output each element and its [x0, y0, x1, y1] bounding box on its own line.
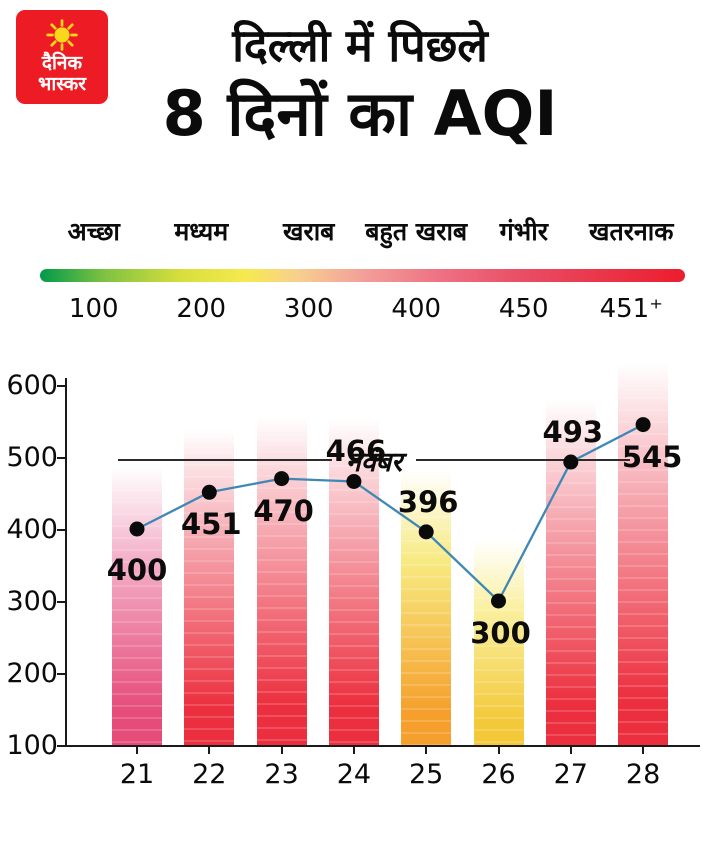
aqi-threshold-value: 450: [498, 294, 549, 324]
aqi-category-label: खतरनाक: [589, 217, 674, 246]
x-tick-label: 27: [553, 759, 588, 790]
aqi-trend-chart: 600 500 400 300 200 100 21 22 23 24 25 26 27 28 400 451…: [0, 362, 720, 867]
aqi-gradient-bar: [40, 269, 685, 282]
data-point-value-label: 396: [397, 484, 459, 519]
x-tick-mark: [642, 747, 645, 754]
aqi-line-series: [129, 417, 651, 609]
y-tick-label: 500: [6, 442, 58, 473]
x-axis-title-rule-right: [416, 459, 630, 461]
y-tick-mark: [57, 673, 66, 675]
x-tick-mark: [569, 747, 572, 754]
x-tick-label: 21: [119, 759, 155, 790]
aqi-threshold-value: 451⁺: [599, 294, 663, 324]
data-point-dot: [129, 521, 145, 537]
x-tick-mark: [208, 747, 211, 754]
brand-name-line1: दैनिक: [41, 52, 83, 75]
x-tick-mark: [497, 747, 500, 754]
y-tick-label: 400: [6, 514, 58, 545]
x-tick-label: 25: [409, 759, 444, 790]
aqi-bar: [401, 469, 452, 745]
x-tick-label: 24: [336, 759, 372, 790]
aqi-threshold-value: 300: [283, 294, 334, 324]
y-tick-label: 300: [6, 586, 58, 617]
aqi-scale-legend: अच्छा मध्यम खराब बहुत खराब गंभीर खतरनाक 100 20…: [40, 214, 685, 324]
aqi-category-label: गंभीर: [499, 217, 548, 246]
data-point-dot: [635, 417, 651, 433]
data-point-dot: [491, 593, 506, 609]
data-point-dot: [201, 484, 217, 500]
y-tick-mark: [57, 745, 66, 747]
x-tick-mark: [136, 747, 138, 754]
data-point-value-label: 545: [621, 439, 683, 474]
x-tick-mark: [280, 747, 283, 754]
y-tick-mark: [57, 601, 66, 603]
x-tick-label: 26: [481, 759, 516, 790]
y-tick-mark: [57, 385, 66, 387]
data-point-dot: [563, 454, 579, 470]
sun-icon: [46, 19, 78, 51]
x-axis-title: नवंबर: [118, 443, 630, 478]
data-point-value-label: 466: [325, 434, 387, 469]
aqi-category-label: खराब: [283, 217, 335, 246]
data-point-value-label: 493: [542, 415, 604, 450]
data-point-value-label: 300: [470, 616, 531, 650]
y-tick-mark: [57, 457, 66, 459]
data-point-dot: [418, 524, 434, 540]
y-tick-label: 200: [6, 658, 58, 689]
x-tick-mark: [352, 747, 355, 754]
page-title-line2: 8 दिनों का AQI: [162, 76, 558, 150]
x-axis-line: [65, 745, 700, 747]
x-tick-mark: [425, 747, 428, 754]
data-point-value-label: 470: [253, 493, 314, 528]
x-axis-title-label: नवंबर: [345, 446, 403, 478]
data-point-value-label: 400: [106, 553, 168, 587]
data-point-dot: [346, 473, 362, 489]
x-tick-label: 23: [264, 759, 299, 790]
aqi-category-label: अच्छा: [67, 217, 120, 246]
y-tick-label: 600: [6, 370, 58, 401]
aqi-scale-threshold-values: 100 200 300 400 450 451⁺: [40, 294, 685, 324]
y-tick-label: 100: [6, 730, 58, 761]
y-tick-mark: [57, 529, 66, 531]
x-axis-title-rule-left: [118, 459, 332, 461]
x-tick-label: 22: [192, 759, 227, 790]
data-point-value-label: 451: [181, 507, 242, 542]
dainik-bhaskar-logo: दैनिक भास्कर: [16, 10, 108, 104]
page-title-line1: दिल्ली में पिछले: [232, 19, 488, 72]
aqi-category-label: मध्यम: [174, 217, 229, 246]
aqi-threshold-value: 100: [68, 294, 119, 324]
brand-name-line2: भास्कर: [37, 73, 87, 95]
aqi-threshold-value: 200: [176, 294, 227, 324]
aqi-scale-category-labels: अच्छा मध्यम खराब बहुत खराब गंभीर खतरनाक: [40, 214, 685, 248]
x-tick-label: 28: [625, 759, 661, 790]
aqi-bar: [112, 467, 162, 745]
aqi-bar: [328, 419, 379, 745]
aqi-threshold-value: 400: [391, 294, 442, 324]
aqi-bar: [473, 539, 524, 745]
y-axis-line: [65, 378, 67, 747]
aqi-bar: [184, 430, 235, 745]
data-point-dot: [274, 471, 290, 487]
trend-line: [136, 423, 644, 603]
aqi-category-label: बहुत खराब: [365, 217, 468, 246]
